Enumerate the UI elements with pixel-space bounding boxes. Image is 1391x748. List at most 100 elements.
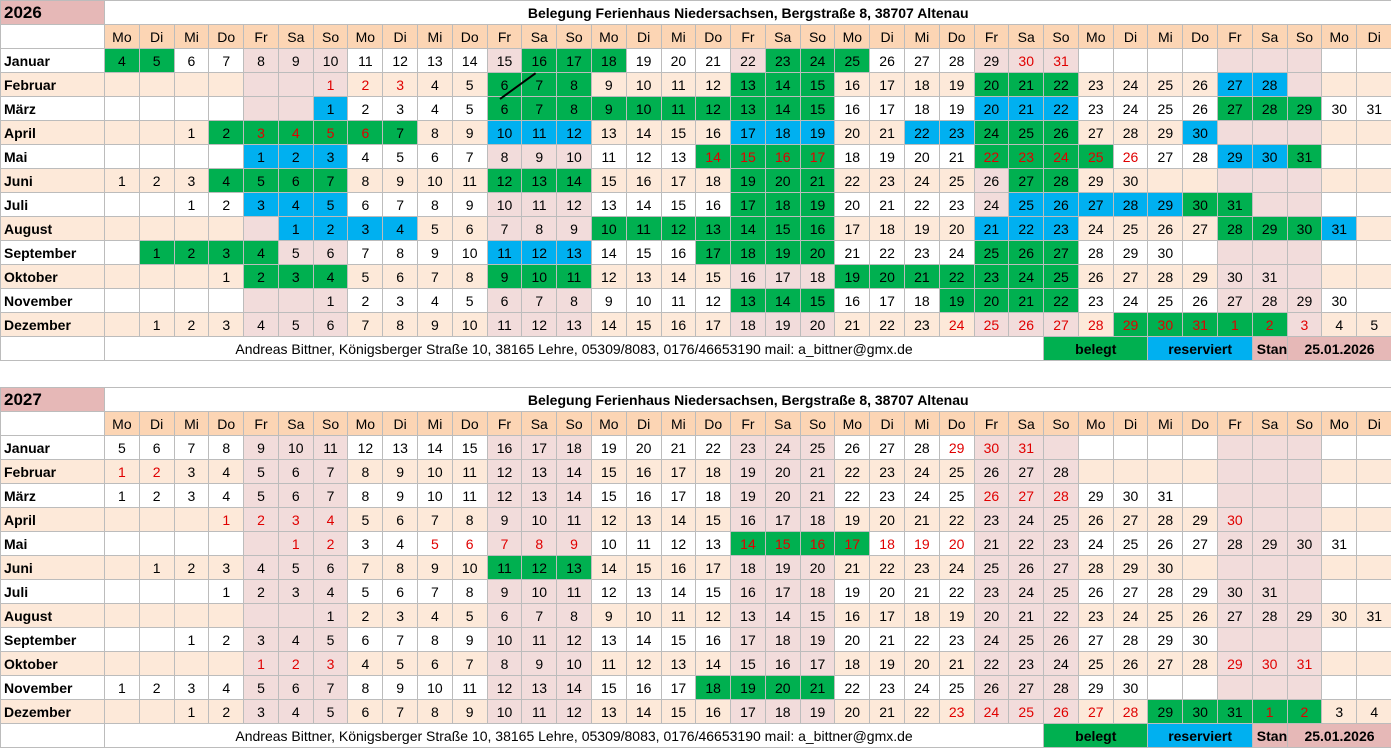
day-cell: 31 [1148,484,1183,508]
day-cell: 2 [174,556,209,580]
header-corner [1,412,105,436]
day-cell [1287,580,1322,604]
day-cell: 3 [348,217,383,241]
day-cell: 16 [696,121,731,145]
day-cell: 3 [209,241,244,265]
day-cell: 17 [731,193,766,217]
day-cell: 23 [974,265,1009,289]
day-cell: 9 [383,169,418,193]
day-cell: 28 [1148,580,1183,604]
day-cell: 25 [1148,289,1183,313]
day-cell [139,217,174,241]
day-cell: 20 [870,508,905,532]
day-cell: 9 [452,628,487,652]
day-cell: 20 [870,265,905,289]
day-cell: 23 [939,121,974,145]
day-cell: 17 [696,556,731,580]
day-cell: 18 [696,460,731,484]
day-cell [1322,652,1357,676]
day-cell: 8 [452,508,487,532]
day-cell: 18 [904,73,939,97]
day-cell: 18 [800,265,835,289]
day-cell: 8 [383,556,418,580]
day-cell: 4 [383,217,418,241]
day-cell: 23 [1078,289,1113,313]
day-cell: 8 [418,193,453,217]
day-cell: 9 [487,508,522,532]
day-cell: 27 [1009,460,1044,484]
day-cell: 4 [313,580,348,604]
day-cell: 28 [1078,313,1113,337]
day-cell: 8 [348,460,383,484]
day-cell: 18 [765,121,800,145]
day-cell: 29 [1218,652,1253,676]
day-cell: 4 [278,628,313,652]
day-cell [1148,49,1183,73]
day-cell: 27 [1218,73,1253,97]
day-cell [1078,436,1113,460]
day-cell [105,97,140,121]
day-cell: 1 [105,169,140,193]
day-cell [1287,436,1322,460]
weekday-header: Fr [244,25,279,49]
day-cell: 8 [348,676,383,700]
day-cell: 30 [1322,289,1357,313]
day-cell: 17 [835,217,870,241]
day-cell: 7 [348,556,383,580]
weekday-header: Do [452,412,487,436]
day-cell: 11 [522,121,557,145]
day-cell [1183,436,1218,460]
day-cell: 21 [974,532,1009,556]
day-cell: 30 [1183,628,1218,652]
day-cell: 21 [870,121,905,145]
day-cell: 6 [348,628,383,652]
day-cell: 29 [1183,580,1218,604]
day-cell: 20 [835,121,870,145]
day-cell [1252,169,1287,193]
day-cell: 22 [1044,289,1079,313]
day-cell: 25 [974,241,1009,265]
day-cell: 13 [418,49,453,73]
weekday-header: So [557,25,592,49]
day-cell: 10 [522,508,557,532]
day-cell [1218,676,1253,700]
day-cell: 11 [661,73,696,97]
day-cell: 14 [661,508,696,532]
day-cell: 8 [522,532,557,556]
day-cell: 21 [1009,73,1044,97]
day-cell: 26 [1009,241,1044,265]
day-cell: 29 [939,436,974,460]
day-cell: 30 [1252,652,1287,676]
day-cell: 9 [591,289,626,313]
day-cell: 3 [383,97,418,121]
day-cell [1357,217,1391,241]
day-cell [139,532,174,556]
day-cell: 28 [1218,217,1253,241]
day-cell: 20 [626,436,661,460]
day-cell: 19 [835,580,870,604]
day-cell: 5 [244,460,279,484]
day-cell: 20 [904,652,939,676]
day-cell [139,73,174,97]
day-cell: 18 [557,436,592,460]
day-cell: 11 [487,241,522,265]
day-cell: 19 [939,97,974,121]
day-cell: 26 [835,436,870,460]
day-cell: 8 [209,436,244,460]
day-cell: 31 [1183,313,1218,337]
day-cell: 17 [696,241,731,265]
day-cell: 4 [278,121,313,145]
day-cell: 26 [1078,265,1113,289]
day-cell: 19 [800,628,835,652]
day-cell: 13 [661,145,696,169]
day-cell: 8 [418,628,453,652]
day-cell: 26 [1183,604,1218,628]
day-cell: 29 [1183,265,1218,289]
day-cell: 7 [522,604,557,628]
day-cell: 1 [278,217,313,241]
day-cell: 10 [487,121,522,145]
day-cell [174,145,209,169]
day-cell: 17 [870,604,905,628]
